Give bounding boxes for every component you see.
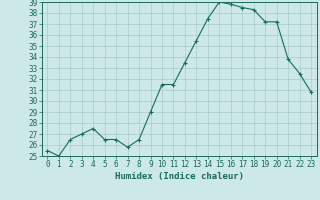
X-axis label: Humidex (Indice chaleur): Humidex (Indice chaleur) <box>115 172 244 181</box>
